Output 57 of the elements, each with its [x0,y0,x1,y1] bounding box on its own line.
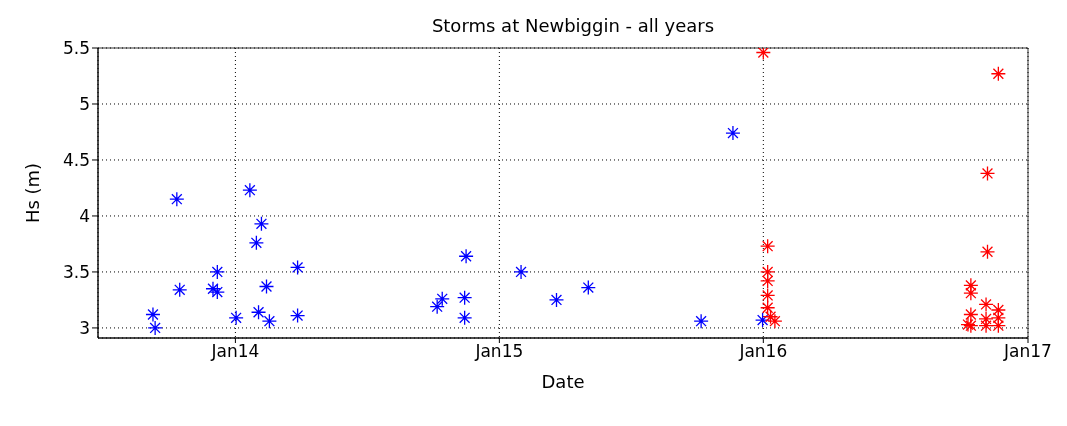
point [755,48,771,61]
point [147,320,163,336]
point [580,279,596,296]
point [228,310,244,326]
point [169,191,185,207]
point [963,306,979,323]
point [457,310,473,326]
point [990,66,1006,82]
point [250,304,267,320]
point [209,284,225,300]
point [289,259,306,276]
point [205,281,221,297]
point [725,125,741,141]
point [209,264,225,280]
point [978,296,994,313]
point [963,285,979,301]
y-tick-label: 3.5 [62,261,90,282]
y-tick-label: 3 [79,317,90,338]
point [979,244,996,260]
point [548,292,565,308]
y-tick-label: 5.5 [62,38,90,59]
y-tick-label: 4 [79,205,90,226]
point [760,287,776,304]
point [767,313,783,329]
point [289,307,306,324]
point [145,306,161,323]
y-axis-title: Hs (m) [22,162,44,224]
y-tick-label: 5 [79,94,90,115]
point [258,278,275,295]
x-tick-label: Jan17 [1003,341,1052,362]
point [429,299,445,315]
point [248,235,265,251]
point [434,291,450,307]
point [978,311,994,327]
x-tick-label: Jan15 [474,341,524,362]
point [762,309,779,325]
point [693,313,709,329]
y-tick-label: 4.5 [62,150,90,170]
point [242,182,258,198]
point [760,238,776,254]
point [760,300,776,316]
point [990,302,1006,318]
point [513,264,529,280]
point [963,277,979,294]
chart-title: Storms at Newbiggin - all years [431,15,715,36]
point [754,312,771,328]
x-axis-title: Date [541,371,585,392]
point [253,216,270,232]
point [172,282,188,298]
x-tick-label: Jan14 [210,341,260,362]
point [760,273,776,289]
point [458,248,474,264]
point [457,290,473,306]
point [261,313,278,329]
point [990,318,1006,334]
point [979,165,996,182]
x-tick-label: Jan16 [738,341,788,362]
